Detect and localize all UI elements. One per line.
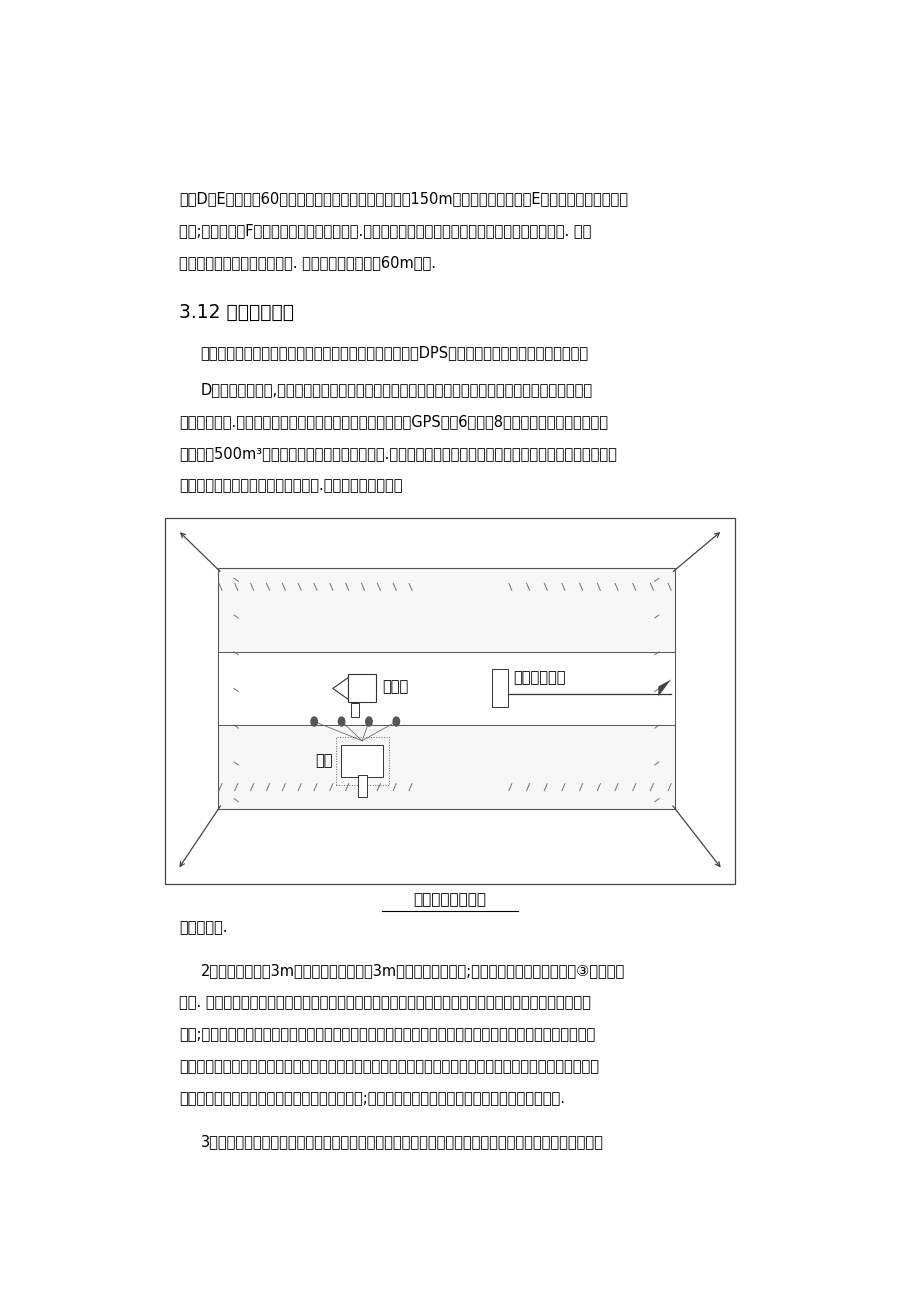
Circle shape xyxy=(311,717,317,726)
Circle shape xyxy=(392,717,399,726)
Text: 3.12 施工工艺流程: 3.12 施工工艺流程 xyxy=(179,303,294,323)
Text: 进行;第三阶段从F区南端开始，自南向北进行.挖泥阶段间隔根据施工进度要求及回淤情况适当调整. 基槽: 进行;第三阶段从F区南端开始，自南向北进行.挖泥阶段间隔根据施工进度要求及回淤情… xyxy=(179,224,591,238)
Text: 精确控制开挖范围，将超宽、超深控制在最小值;基槽开挖后应及时进行基床抛石工序以防基槽回淤.: 精确控制开挖范围，将超宽、超深控制在最小值;基槽开挖后应及时进行基床抛石工序以防… xyxy=(179,1092,564,1106)
Bar xyxy=(335,736,388,785)
Text: 挖泥边坡坡度以自然坡稳为准. 挖泥预留搭接长度按60m控制.: 挖泥边坡坡度以自然坡稳为准. 挖泥预留搭接长度按60m控制. xyxy=(179,255,436,271)
Text: 浮鼓作为锚坠.挖泥船根据断面标沿基床在起始位置定位，用GPS配合6犬（或8周抓斗进行挖泥，每条挖泥: 浮鼓作为锚坠.挖泥船根据断面标沿基床在起始位置定位，用GPS配合6犬（或8周抓斗… xyxy=(179,414,607,429)
Bar xyxy=(357,774,367,796)
Text: 挖泥船: 挖泥船 xyxy=(382,679,408,693)
Text: D测量立出断面标,锚系装置陆上通过埋设碎块设置地锚，水上抛设扣王子块等块体，上穿带钢丝扣的: D测量立出断面标,锚系装置陆上通过埋设碎块设置地锚，水上抛设扣王子块等块体，上穿… xyxy=(200,382,592,397)
Text: 然坡稳为准.: 然坡稳为准. xyxy=(179,920,227,935)
Text: 岩面. 基槽开挖在基床厚度和宽度满足要求的前提下注意开挖边坡是否符合设计要求，开挖边坡以自然坡稳: 岩面. 基槽开挖在基床厚度和宽度满足要求的前提下注意开挖边坡是否符合设计要求，开… xyxy=(179,995,590,1010)
Text: 挖泥船定位示意图: 挖泥船定位示意图 xyxy=(414,891,486,907)
Text: 测量立断面标一陆上设地锚、水上设锚坠浮鼓一挖泥船用DPS定位一挖泥船挖泥一泥驳抛泥一验收: 测量立断面标一陆上设地锚、水上设锚坠浮鼓一挖泥船用DPS定位一挖泥船挖泥一泥驳抛… xyxy=(200,345,588,360)
Text: 挖泥移船方向: 挖泥移船方向 xyxy=(513,670,565,686)
Text: 船配两艘500m³自航泥驳靠在挖泥船边流水抛泥.挖泥船沿轴线方向边挖边往前移动，每前进一个船位后移锚: 船配两艘500m³自航泥驳靠在挖泥船边流水抛泥.挖泥船沿轴线方向边挖边往前移动，… xyxy=(179,446,617,461)
Text: 3）基槽开挖过程中经常派潜水员下水检查已挖部分回淤情况，根据回淤清况制定相应的清淤措施，及时: 3）基槽开挖过程中经常派潜水员下水检查已挖部分回淤情况，根据回淤清况制定相应的清… xyxy=(200,1134,603,1150)
Bar xyxy=(492,670,507,708)
Bar xyxy=(218,569,674,809)
Bar xyxy=(218,652,674,725)
Circle shape xyxy=(366,717,372,726)
Bar xyxy=(351,704,358,717)
Text: 2）开挖厚度超过3m位置分层开挖，不足3m厚的基床一次开挖;基槽开挖设计要求开挖至第③层强风化: 2）开挖厚度超过3m位置分层开挖，不足3m厚的基床一次开挖;基槽开挖设计要求开挖… xyxy=(200,963,624,978)
Text: 继续向前开挖，依次类推，挖至终点.开挖边坡时坡度以自: 继续向前开挖，依次类推，挖至终点.开挖边坡时坡度以自 xyxy=(179,477,403,493)
Circle shape xyxy=(338,717,345,726)
Text: 泥驳: 泥驳 xyxy=(315,753,333,768)
Text: 为准;挖泥时要加强观测，一旦出现异常情况，立即停止施工，并根据实际情况会同业主及监理研究采取相应: 为准;挖泥时要加强观测，一旦出现异常情况，立即停止施工，并根据实际情况会同业主及… xyxy=(179,1028,595,1042)
Text: 措施，保证施工的安全；开挖过程中要严格按照设计断面尺寸要求施工，特别是挖至最底层或挖至边线时，要: 措施，保证施工的安全；开挖过程中要严格按照设计断面尺寸要求施工，特别是挖至最底层… xyxy=(179,1059,598,1075)
Bar xyxy=(165,518,734,883)
Polygon shape xyxy=(658,679,671,696)
Bar xyxy=(341,744,382,777)
Text: 南端D、E交接以南60米处开始，自南向北进行，计划挖150m左右，；第二阶段从E区北端开始，自北向南: 南端D、E交接以南60米处开始，自南向北进行，计划挖150m左右，；第二阶段从E… xyxy=(179,191,628,206)
Bar xyxy=(348,674,375,703)
Polygon shape xyxy=(333,678,348,700)
